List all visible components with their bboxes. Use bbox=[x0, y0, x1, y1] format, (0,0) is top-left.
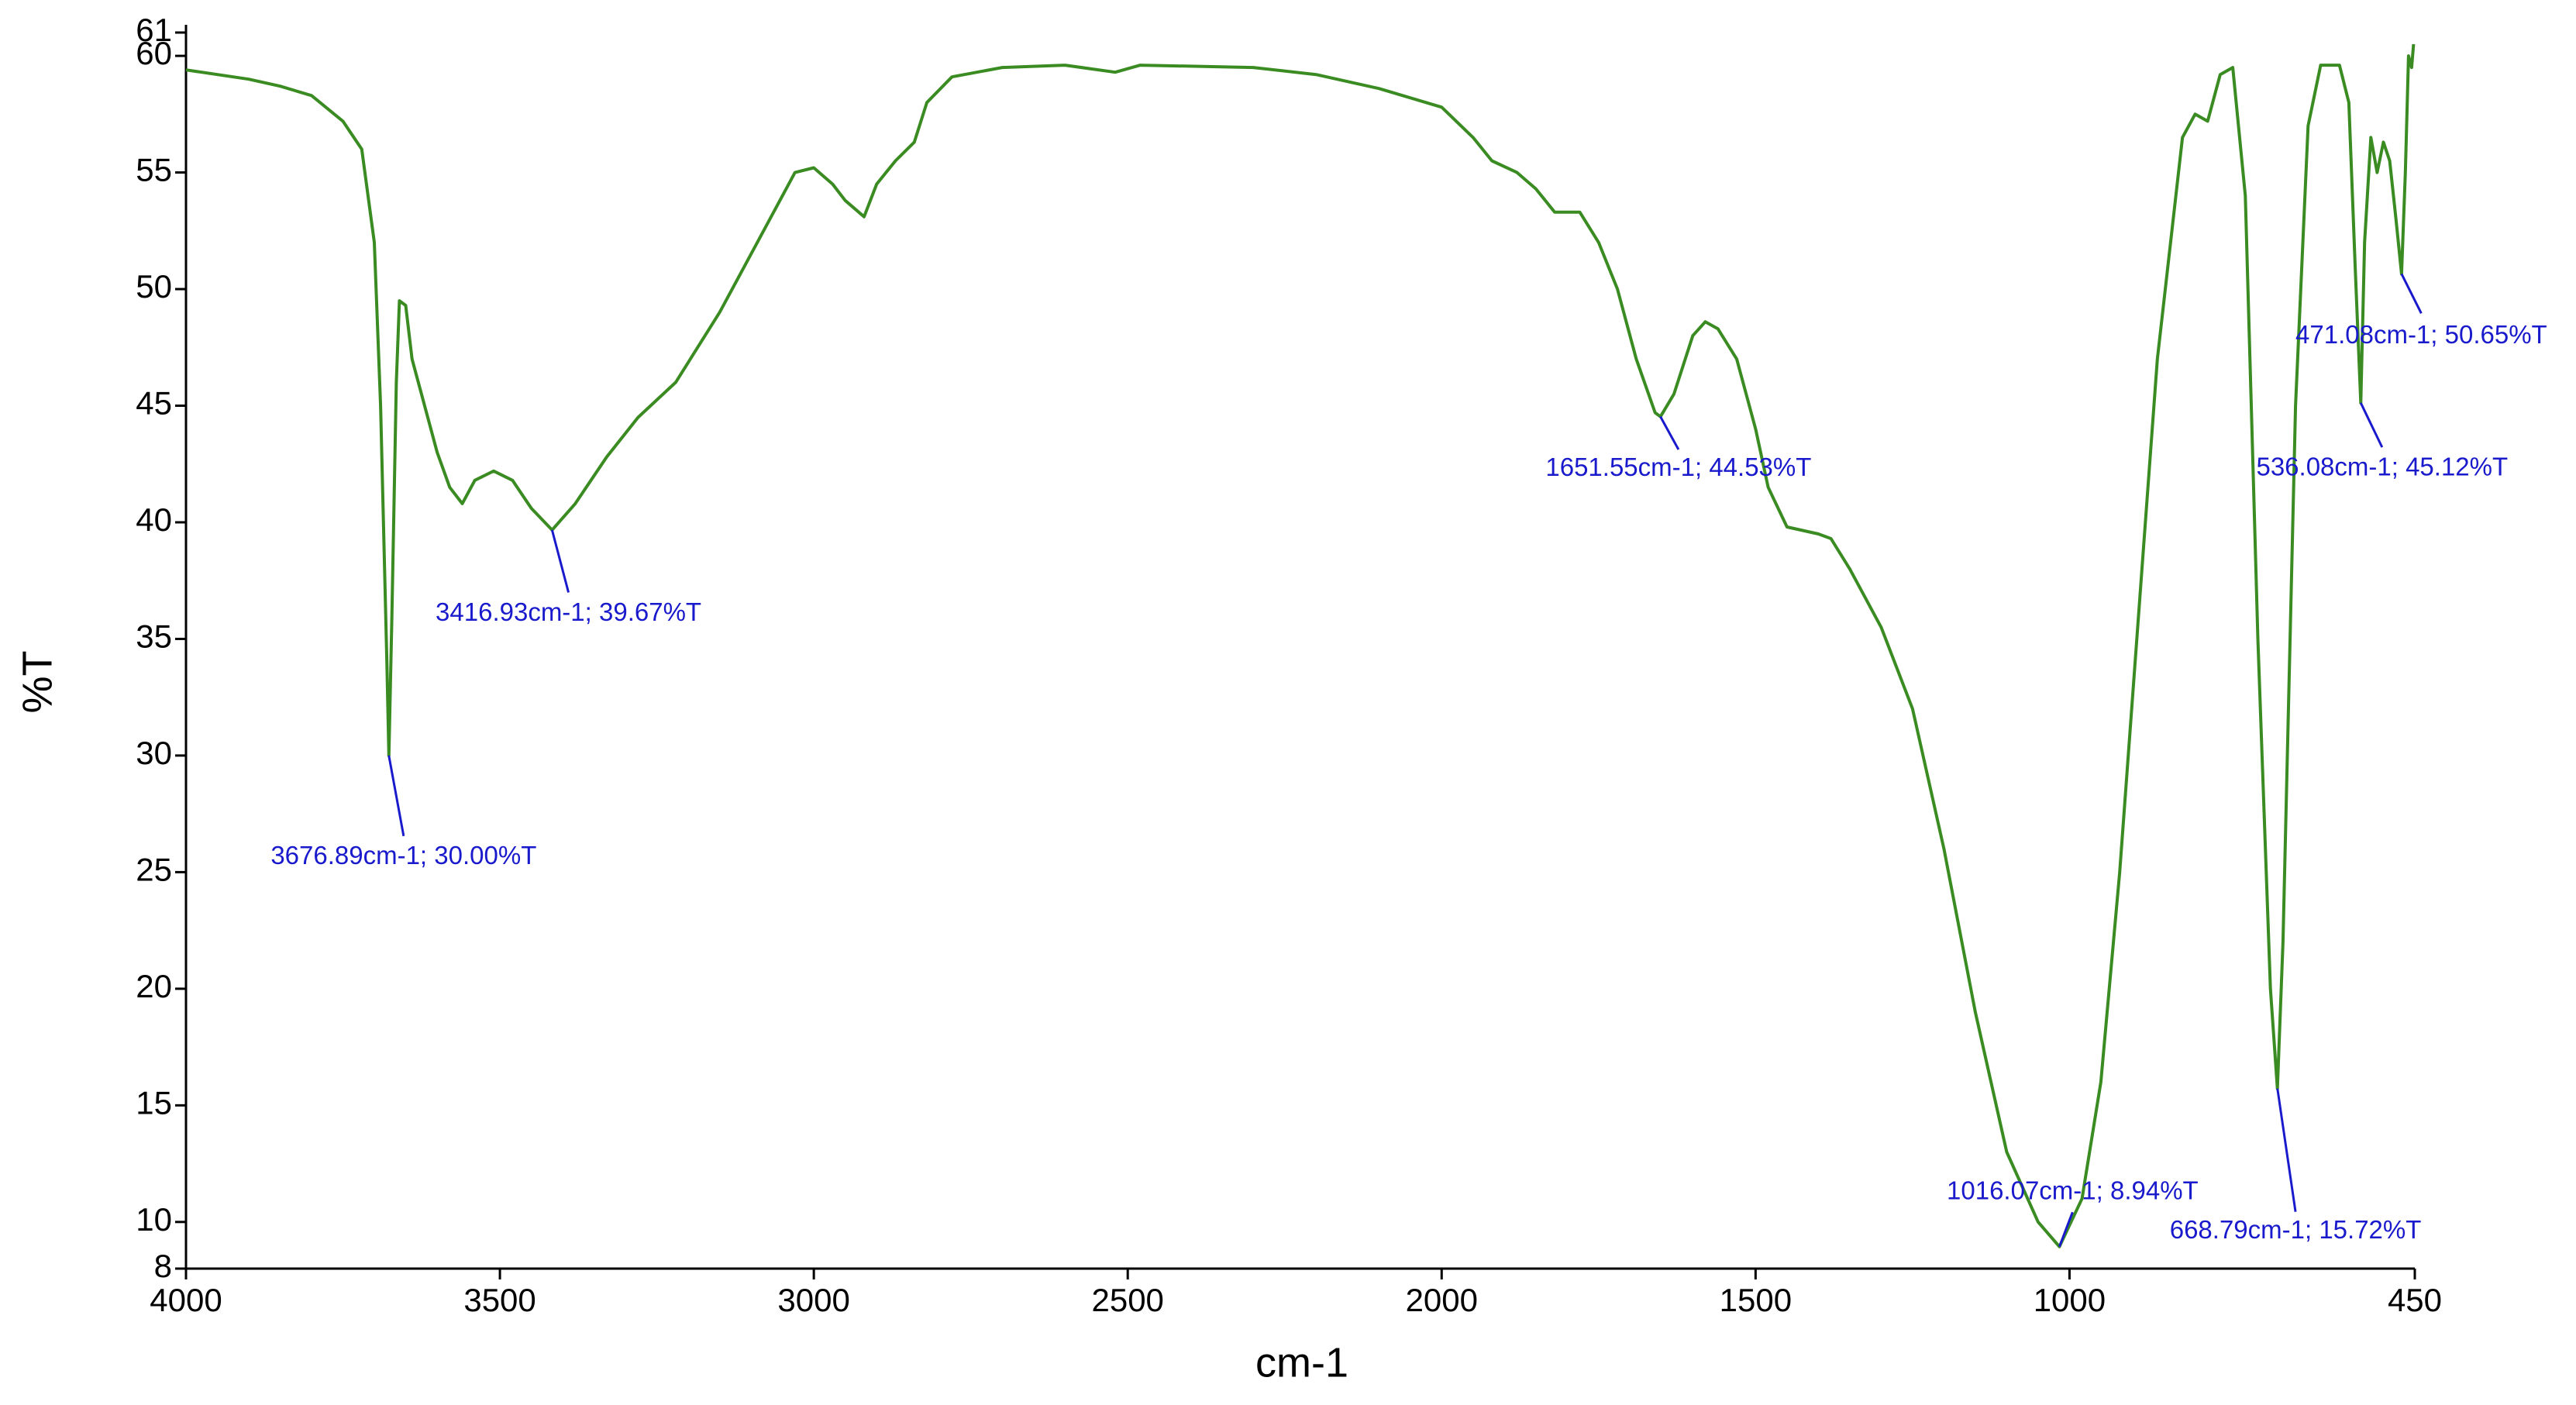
x-tick-label: 3000 bbox=[777, 1282, 849, 1318]
annotation-label: 3676.89cm-1; 30.00%T bbox=[270, 841, 536, 870]
y-tick-label: 15 bbox=[136, 1084, 172, 1121]
y-axis-label: %T bbox=[14, 651, 60, 714]
annotation-leader bbox=[2276, 1088, 2297, 1212]
y-tick-label: 8 bbox=[154, 1248, 172, 1284]
y-tick-label: 60 bbox=[136, 35, 172, 71]
annotation-label: 3416.93cm-1; 39.67%T bbox=[436, 597, 701, 626]
y-tick-label: 45 bbox=[136, 385, 172, 422]
annotation-leader bbox=[2400, 273, 2423, 315]
y-tick-label: 25 bbox=[136, 851, 172, 887]
annotation-label: 1651.55cm-1; 44.53%T bbox=[1545, 453, 1811, 481]
x-tick-label: 1000 bbox=[2034, 1282, 2106, 1318]
x-tick-label: 2000 bbox=[1406, 1282, 1478, 1318]
annotation-label: 536.08cm-1; 45.12%T bbox=[2256, 452, 2508, 480]
y-tick-label: 20 bbox=[136, 968, 172, 1004]
x-tick-label: 450 bbox=[2388, 1282, 2442, 1318]
y-tick-label: 35 bbox=[136, 618, 172, 655]
x-tick-label: 1500 bbox=[1720, 1282, 1792, 1318]
annotation-leader bbox=[2058, 1211, 2074, 1248]
annotation-leader bbox=[1659, 415, 1680, 450]
x-axis-label: cm-1 bbox=[1255, 1339, 1348, 1386]
y-tick-label: 50 bbox=[136, 268, 172, 305]
annotation-leader bbox=[2359, 402, 2384, 448]
y-tick-label: 30 bbox=[136, 735, 172, 771]
y-tick-label: 10 bbox=[136, 1201, 172, 1238]
annotation-leader bbox=[550, 529, 570, 593]
spectrum-line bbox=[185, 43, 2416, 1248]
x-tick-label: 3500 bbox=[463, 1282, 536, 1318]
annotation-label: 1016.07cm-1; 8.94%T bbox=[1947, 1176, 2199, 1204]
x-tick-label: 2500 bbox=[1091, 1282, 1163, 1318]
annotation-label: 471.08cm-1; 50.65%T bbox=[2295, 320, 2547, 349]
y-tick-label: 55 bbox=[136, 152, 172, 188]
y-tick-label: 61 bbox=[136, 12, 172, 48]
annotation-leader bbox=[387, 755, 405, 837]
x-tick-label: 4000 bbox=[150, 1282, 222, 1318]
annotation-label: 668.79cm-1; 15.72%T bbox=[2170, 1215, 2422, 1244]
y-tick-label: 40 bbox=[136, 501, 172, 538]
